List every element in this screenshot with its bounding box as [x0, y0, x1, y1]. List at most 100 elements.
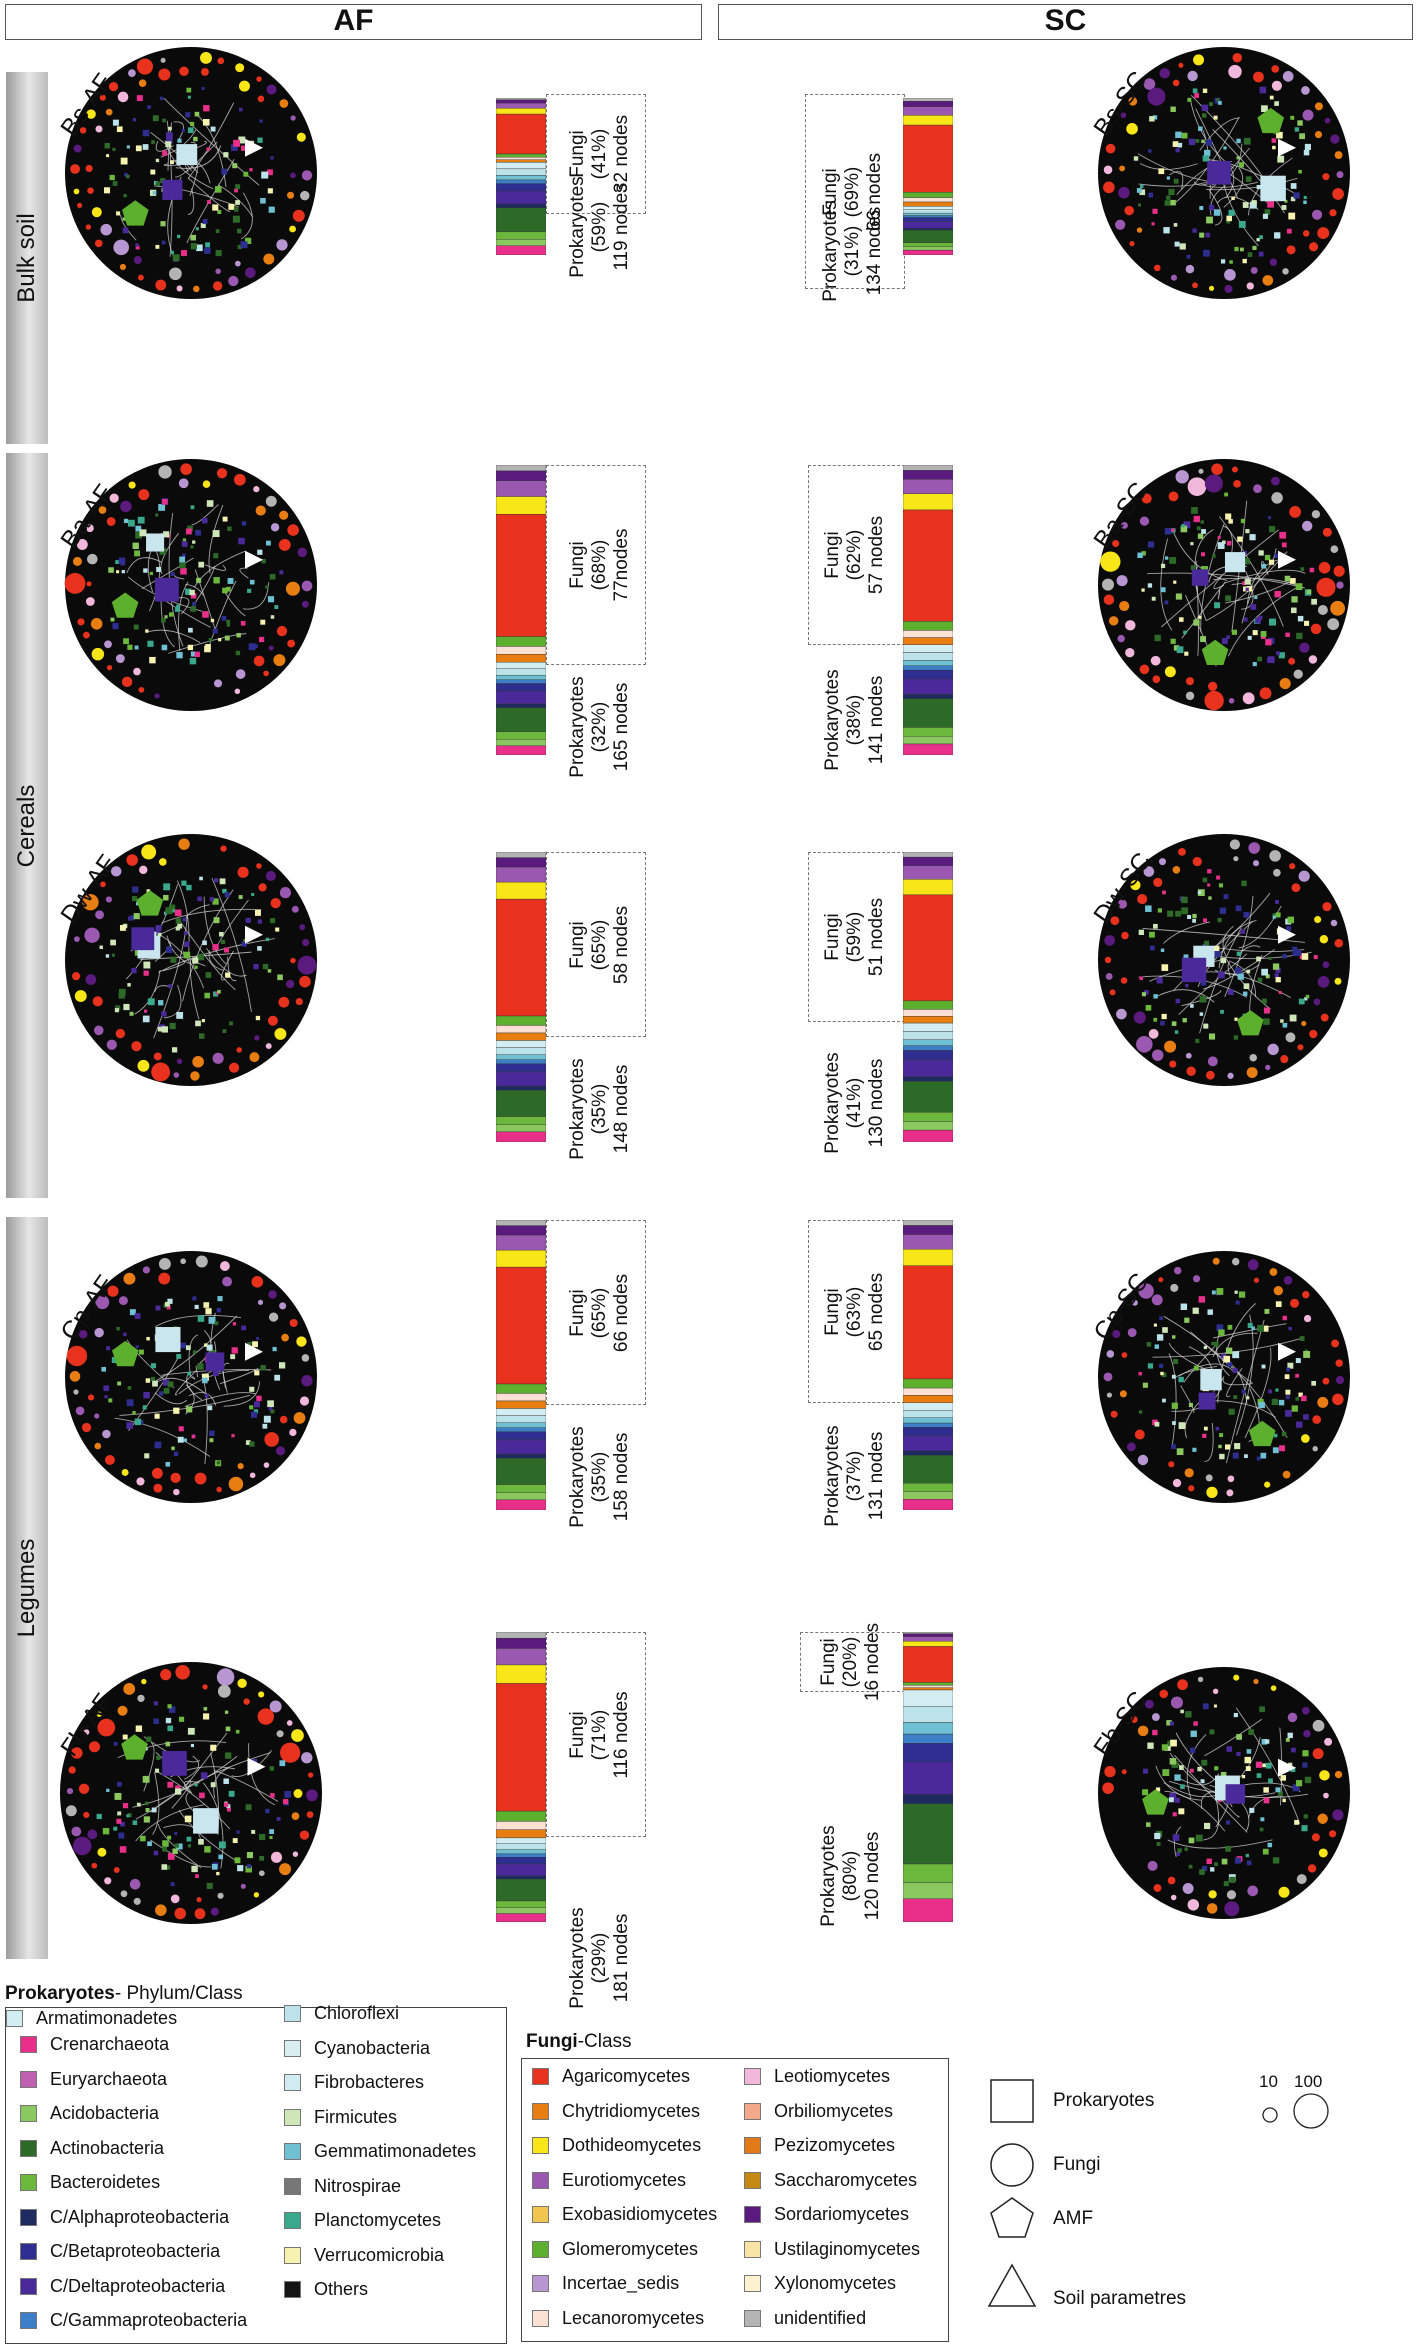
prokaryote-node [240, 621, 246, 626]
prokaryote-node [103, 187, 111, 194]
network-edge [1183, 1344, 1217, 1383]
fungi-node [1322, 173, 1330, 181]
legend-label: Actinobacteria [50, 2137, 165, 2158]
prokaryote-node [1272, 913, 1276, 917]
fungi-node [1153, 1884, 1162, 1892]
prokaryote-node [265, 1808, 270, 1814]
prokaryotes-label-nodes: 148 nodes [611, 1064, 632, 1154]
prokaryote-node [209, 1430, 215, 1436]
prokaryote-node [1176, 1448, 1184, 1456]
fungi-node [1187, 477, 1207, 496]
prokaryote-node [251, 1829, 256, 1834]
network-edge [182, 889, 234, 1002]
prokaryote-node [1185, 983, 1189, 988]
network-edge [1212, 129, 1286, 214]
bar-segment-prokaryotes [496, 1431, 546, 1441]
prokaryotes-label: Prokaryotes (37%) 131 nodes [822, 1426, 888, 1527]
legend-label: C/Gammaproteobacteria [50, 2310, 248, 2330]
prokaryote-node [1220, 957, 1227, 964]
bar-segment-prokaryotes [903, 1450, 953, 1456]
bar-segment-fungi [496, 514, 546, 637]
bar-segment-prokaryotes [903, 1039, 953, 1046]
fungi-node [92, 996, 103, 1007]
prokaryote-node [1267, 1842, 1273, 1848]
bar-segment-fungi [496, 1810, 546, 1822]
fungi-node [1106, 1350, 1115, 1358]
prokaryote-node [1179, 1765, 1184, 1770]
bar-segment-fungi [496, 866, 546, 883]
fungi-label-group: Fungi [821, 531, 843, 579]
network-disc [1094, 1247, 1354, 1512]
prokaryote-node [1275, 912, 1281, 918]
prokaryote-node [257, 919, 262, 924]
bar-segment-prokaryotes [903, 242, 953, 247]
prokaryote-node [110, 939, 116, 946]
prokaryote-node [176, 234, 181, 239]
prokaryote-node [155, 244, 160, 249]
legend-label: Pezizomycetes [774, 2135, 896, 2155]
fungi-node [236, 1047, 242, 1053]
fungi-node [301, 580, 313, 592]
bar-segment-fungi [903, 1378, 953, 1389]
prokaryote-node [1164, 600, 1169, 605]
prokaryote-node [119, 924, 126, 931]
fungi-node [97, 1847, 107, 1857]
fungi-node [158, 1272, 171, 1285]
prokaryote-node [1156, 1334, 1164, 1341]
prokaryote-node [147, 640, 154, 647]
fungi-node [1309, 1029, 1318, 1039]
prokaryote-node [1268, 956, 1272, 960]
fungi-node [95, 1295, 110, 1310]
prokaryote-node [1289, 1014, 1297, 1022]
prokaryote-node [1173, 1359, 1179, 1365]
fungi-node [289, 1318, 298, 1328]
prokaryote-node [154, 1768, 160, 1773]
legend-swatch [744, 2068, 761, 2085]
prokaryote-node [1249, 1807, 1255, 1813]
prokaryote-node [1247, 1322, 1253, 1329]
prokaryote-node [1275, 899, 1279, 904]
prokaryote-node [1286, 926, 1292, 932]
prokaryote-node [1169, 1758, 1177, 1765]
fungi-node [74, 990, 87, 1003]
prokaryote-node [176, 1353, 182, 1359]
composition-bar [903, 98, 953, 255]
prokaryote-node [123, 638, 129, 645]
prokaryote-node [234, 188, 238, 193]
prokaryote-node [1279, 1445, 1286, 1452]
fungi-node [264, 1432, 279, 1447]
bar-segment-prokaryotes [496, 1843, 546, 1850]
bar-segment-fungi [496, 654, 546, 663]
fungi-node [290, 115, 296, 121]
fungi-label-nodes: 77nodes [611, 528, 632, 602]
fungi-node [1120, 977, 1128, 984]
prokaryote-node [127, 644, 133, 650]
bar-segment-prokaryotes [496, 239, 546, 246]
bar-segment-prokaryotes [496, 1913, 546, 1922]
fungi-node [1312, 1748, 1324, 1760]
prokaryote-node [1234, 1443, 1241, 1450]
network-edge [1186, 1734, 1207, 1798]
prokaryote-node [1181, 907, 1189, 915]
fungi-node [1312, 1445, 1318, 1452]
fungi-node [1249, 1053, 1257, 1062]
prokaryote-node [142, 129, 150, 137]
prokaryote-node [124, 172, 128, 177]
prokaryote-node [269, 1766, 275, 1771]
prokaryote-node [236, 228, 242, 234]
fungi-node [129, 1878, 141, 1890]
prokaryote-node [1298, 169, 1302, 174]
fungi-node [1172, 1478, 1182, 1488]
prokaryote-hub-node [1191, 569, 1209, 586]
prokaryote-node [213, 991, 219, 997]
prokaryote-node [166, 946, 173, 953]
fungi-node [174, 1907, 186, 1920]
prokaryote-node [220, 939, 226, 944]
fungi-node [279, 1863, 292, 1876]
bar-segment-fungi [496, 1648, 546, 1666]
bar-segment-prokaryotes [903, 249, 953, 255]
prokaryote-node [263, 1415, 271, 1423]
fungi-node [240, 1883, 246, 1889]
fungi-label-group: Fungi [567, 1288, 588, 1337]
prokaryote-node [1262, 213, 1269, 219]
